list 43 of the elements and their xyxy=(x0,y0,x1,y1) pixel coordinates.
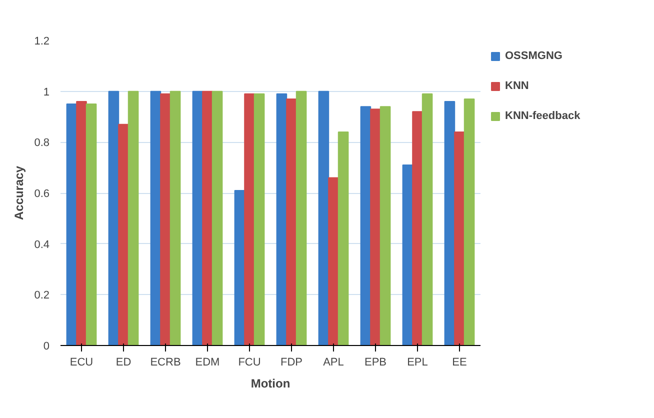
bar xyxy=(244,93,255,346)
x-tick-label: EDM xyxy=(195,356,220,368)
x-axis-title: Motion xyxy=(250,376,290,390)
legend-label: KNN xyxy=(505,80,529,92)
x-tick-label: EPL xyxy=(407,356,428,368)
bar xyxy=(254,93,265,346)
bar xyxy=(328,177,339,346)
x-tick-label: FCU xyxy=(238,356,261,368)
legend-label: OSSMGNG xyxy=(505,50,562,62)
y-tick-label: 0 xyxy=(43,340,50,352)
bar xyxy=(370,108,381,346)
bar xyxy=(338,132,349,346)
bar xyxy=(464,98,475,346)
y-axis-title: Accuracy xyxy=(12,166,26,220)
x-tick-label: EE xyxy=(452,356,467,368)
y-tick-label: 1 xyxy=(43,86,50,98)
x-tick-label: ED xyxy=(116,356,132,368)
bar xyxy=(86,104,97,346)
x-tick-label: ECRB xyxy=(150,356,181,368)
x-tick-label: EPB xyxy=(364,356,387,368)
bar xyxy=(118,124,129,346)
y-tick-label: 0.6 xyxy=(34,188,50,200)
bar xyxy=(202,90,213,346)
x-tick-label: FDP xyxy=(280,356,302,368)
bar xyxy=(76,101,87,346)
bar xyxy=(422,93,433,346)
bar xyxy=(170,90,181,346)
y-tick-label: 1.2 xyxy=(34,36,50,48)
bar xyxy=(318,90,330,346)
y-tick-label: 0.8 xyxy=(34,137,50,150)
bar xyxy=(286,98,297,346)
y-tick-label: 0.4 xyxy=(34,238,50,251)
bar xyxy=(128,90,139,346)
y-tick-label: 0.2 xyxy=(34,290,50,302)
bar xyxy=(296,90,307,346)
bar xyxy=(412,111,423,346)
bar xyxy=(160,93,171,346)
bar xyxy=(380,106,391,346)
bar xyxy=(212,90,223,346)
x-tick-label: APL xyxy=(323,356,344,368)
bar xyxy=(454,132,465,346)
x-tick-label: ECU xyxy=(70,356,94,368)
legend-label: KNN-feedback xyxy=(505,110,580,122)
